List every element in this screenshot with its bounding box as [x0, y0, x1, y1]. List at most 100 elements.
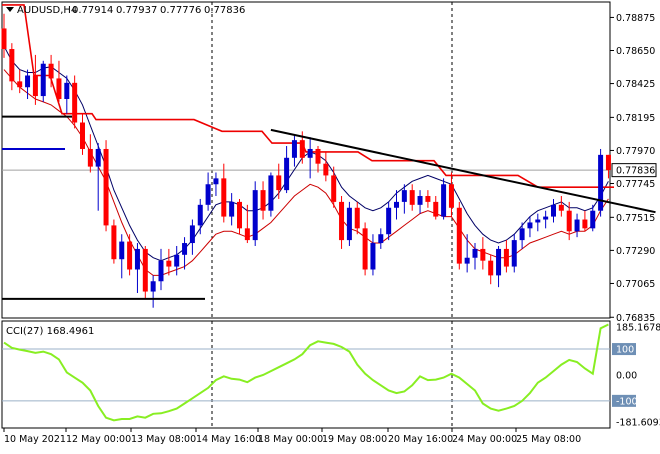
time-axis: 10 May 2021 12 May 00:00 13 May 08:00 14 Ma…	[3, 428, 581, 445]
candle-body	[268, 175, 274, 211]
cci-tick-label: -100	[616, 396, 638, 407]
price-tick-label: 0.78195	[616, 113, 655, 124]
candle-body	[182, 243, 188, 255]
candle-body	[64, 82, 70, 100]
time-tick-label: 19 May 08:00	[322, 434, 387, 445]
candle-body	[409, 190, 415, 205]
ohlc-open: 0.77914	[72, 5, 113, 16]
candle-body	[32, 75, 38, 97]
ohlc-low: 0.77776	[160, 5, 201, 16]
candle-body	[339, 201, 345, 241]
price-tick-label: 0.78425	[616, 79, 655, 90]
candle-body	[252, 190, 258, 241]
price-tick-label: 0.78650	[616, 46, 655, 57]
candle-body	[582, 219, 588, 229]
price-tick-label: 0.77065	[616, 279, 655, 290]
cci-series	[2, 323, 610, 422]
candle-body	[284, 157, 290, 191]
candle-body	[72, 82, 78, 123]
candle-body	[95, 148, 101, 167]
candle-body	[291, 140, 297, 158]
candle-body	[503, 248, 509, 267]
candle-body	[150, 281, 156, 292]
candle-body	[260, 190, 266, 211]
candle-body	[276, 175, 282, 191]
candle-body	[205, 184, 211, 205]
candle-body	[551, 204, 556, 217]
time-tick-label: 10 May 2021	[4, 434, 66, 445]
drawn-lines	[2, 115, 656, 300]
candle-body	[323, 163, 329, 176]
candle-body	[307, 148, 313, 158]
price-tick-label: 0.77290	[616, 246, 655, 257]
price-axis: 0.78875 0.78650 0.78425 0.78195 0.77970 0.777…	[610, 13, 655, 324]
candle-body	[119, 241, 125, 260]
candle-body	[441, 184, 447, 217]
candle-body	[527, 222, 533, 229]
price-tick-label: 0.77745	[616, 179, 655, 190]
candle-body	[511, 240, 517, 267]
candle-body	[213, 178, 219, 185]
main-chart-frame	[1, 1, 611, 319]
candle-body	[166, 260, 172, 267]
candle-body	[543, 216, 549, 220]
candle-body	[48, 63, 54, 79]
chevron-down-icon[interactable]	[6, 7, 14, 12]
drawn-line	[270, 128, 656, 214]
candle-body	[346, 207, 352, 241]
candle-body	[480, 248, 486, 261]
cci-line	[3, 323, 609, 422]
candle-body	[370, 243, 376, 270]
cci-panel-frame	[1, 320, 611, 429]
time-tick-label: 12 May 00:00	[66, 434, 131, 445]
candle-body	[25, 75, 31, 88]
candle-body	[519, 228, 525, 241]
candle-body	[496, 248, 502, 276]
candle-body	[9, 49, 15, 82]
candle-body	[103, 148, 109, 226]
time-tick-label: 13 May 08:00	[131, 434, 196, 445]
time-tick-label: 20 May 16:00	[388, 434, 453, 445]
price-tick-label: 0.78875	[616, 13, 655, 24]
candle-body	[566, 210, 572, 232]
candle-body	[448, 184, 454, 208]
time-tick-label: 24 May 00:00	[452, 434, 517, 445]
candle-body	[221, 178, 227, 217]
candle-body	[535, 219, 541, 223]
candle-body	[456, 207, 462, 264]
cci-axis: 185.1678 100 0.00 -100 -181.6093	[612, 323, 660, 429]
candle-body	[378, 234, 384, 244]
price-tick-label: 0.77970	[616, 146, 655, 157]
candlestick-series	[1, 13, 611, 308]
candle-body	[1, 28, 7, 50]
cci-tick-label: 185.1678	[616, 323, 660, 334]
candle-body	[488, 260, 494, 276]
candle-body	[229, 201, 235, 217]
cci-tick-label: 100	[616, 345, 634, 356]
candle-body	[237, 201, 242, 229]
time-tick-label: 25 May 08:00	[516, 434, 581, 445]
candle-body	[315, 148, 321, 164]
candle-body	[134, 248, 140, 270]
time-tick-label: 14 May 16:00	[196, 434, 261, 445]
candle-body	[362, 228, 368, 270]
candle-body	[331, 175, 337, 202]
cci-label: CCI(27) 168.4961	[6, 326, 94, 337]
candle-body	[401, 190, 407, 202]
cci-level-tag	[612, 343, 636, 356]
candle-body	[142, 248, 148, 292]
candle-body	[158, 260, 164, 282]
ohlc-close: 0.77836	[204, 5, 245, 16]
candle-body	[433, 201, 439, 217]
current-price-tag	[611, 163, 657, 178]
vertical-grid	[211, 2, 453, 428]
candle-body	[605, 154, 611, 171]
candle-body	[464, 257, 470, 264]
candle-body	[590, 210, 596, 229]
candle-body	[472, 248, 478, 258]
candle-body	[394, 201, 399, 208]
cci-tick-label: 0.00	[616, 370, 637, 381]
ohlc-high: 0.77937	[116, 5, 157, 16]
